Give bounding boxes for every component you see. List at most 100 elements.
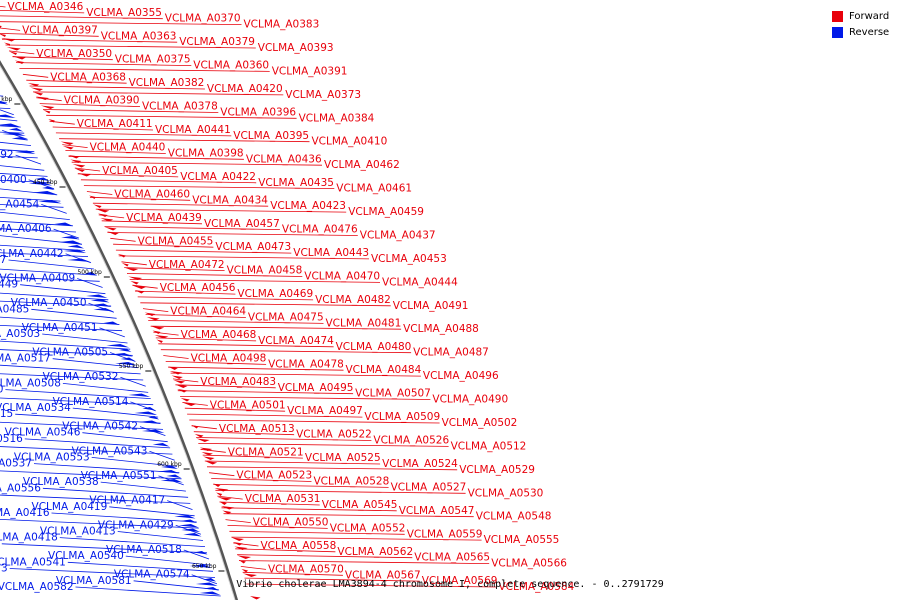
reverse-gene-label: VCLMA_A0540: [48, 550, 124, 562]
forward-gene-label: VCLMA_A0410: [312, 136, 388, 148]
leader-line: [196, 437, 372, 441]
leader-line: [59, 537, 206, 547]
leader-line: [9, 568, 216, 578]
reverse-gene-feature: [0, 101, 8, 105]
reverse-gene-feature: [174, 515, 196, 519]
reverse-gene-label: VCLMA_A0416: [0, 507, 50, 519]
forward-gene-feature: [40, 105, 55, 109]
forward-gene-feature: [122, 263, 129, 267]
leader-line: [8, 50, 35, 55]
reverse-gene-label: VCLMA_A0429: [98, 519, 174, 531]
forward-gene-feature: [75, 168, 85, 172]
forward-gene-feature: [12, 56, 26, 60]
forward-gene-feature: [146, 317, 160, 321]
leader-line: [92, 202, 269, 207]
forward-gene-feature: [30, 87, 43, 91]
reverse-gene-feature: [195, 582, 218, 586]
reverse-gene-label: VCLMA_A0581: [56, 575, 132, 587]
forward-gene-label: VCLMA_A0548: [476, 511, 552, 523]
reverse-gene-feature: [152, 443, 170, 447]
leader-line: [59, 138, 310, 143]
forward-gene-feature: [214, 488, 229, 492]
leader-line: [160, 349, 412, 354]
forward-gene-label: VCLMA_A0355: [86, 7, 162, 19]
forward-gene-label: VCLMA_A0501: [210, 399, 286, 411]
reverse-gene-feature: [67, 258, 91, 262]
forward-gene-label: VCLMA_A0476: [282, 224, 358, 236]
leader-line: [163, 355, 189, 359]
leader-lines: [0, 5, 497, 597]
forward-gene-label: VCLMA_A0398: [168, 148, 244, 160]
leader-line: [91, 457, 178, 467]
leader-line: [115, 249, 292, 254]
forward-gene-label: VCLMA_A0434: [192, 194, 268, 206]
forward-gene-label: VCLMA_A0462: [324, 159, 400, 171]
leader-line: [83, 185, 335, 189]
leader-line: [0, 316, 120, 325]
leader-line: [238, 560, 490, 564]
forward-gene-label: VCLMA_A0512: [451, 440, 527, 452]
forward-gene-feature: [0, 25, 2, 28]
forward-gene-feature: [237, 555, 252, 559]
forward-gene-label: VCLMA_A0397: [22, 24, 98, 36]
forward-gene-label: VCLMA_A0567: [345, 569, 421, 581]
forward-gene-label: VCLMA_A0491: [393, 300, 469, 312]
reverse-gene-feature: [28, 182, 53, 186]
forward-gene-label: VCLMA_A0350: [36, 48, 112, 60]
forward-gene-feature: [222, 510, 232, 514]
leader-line: [0, 196, 61, 202]
reverse-gene-label: VCLMA_A0505: [32, 347, 108, 359]
leader-line: [217, 495, 243, 500]
leader-line: [0, 165, 45, 171]
forward-gene-label: VCLMA_A0439: [126, 212, 202, 224]
leader-line: [0, 397, 154, 406]
leader-line: [132, 284, 158, 289]
leader-line: [242, 571, 343, 576]
legend-label-forward: Forward: [849, 10, 890, 22]
leader-line: [0, 9, 85, 14]
forward-gene-label: VCLMA_A0456: [160, 282, 236, 294]
leader-line: [113, 243, 214, 248]
reverse-gene-feature: [61, 236, 80, 240]
leader-line: [0, 179, 51, 183]
forward-gene-label: VCLMA_A0475: [248, 312, 324, 324]
forward-gene-label: VCLMA_A0437: [360, 230, 436, 242]
leader-line: [68, 155, 244, 160]
reverse-gene-feature: [60, 240, 82, 244]
forward-gene-feature: [43, 110, 51, 114]
leader-line: [0, 268, 97, 276]
reverse-gene-feature: [35, 177, 50, 181]
leader-line: [5, 44, 256, 49]
forward-gene-feature: [106, 231, 119, 235]
forward-gene-label: VCLMA_A0527: [391, 481, 467, 493]
leader-line: [0, 518, 199, 529]
reverse-gene-feature: [158, 470, 180, 474]
leader-line: [26, 79, 127, 84]
leader-line: [33, 463, 180, 473]
forward-gene-label: VCLMA_A0436: [246, 153, 322, 165]
leader-line: [0, 373, 144, 381]
reverse-gene-feature: [199, 591, 221, 595]
reverse-gene-label: VCLMA_A0556: [0, 482, 41, 494]
forward-gene-label: VCLMA_A0570: [268, 563, 344, 575]
forward-gene-feature: [9, 51, 17, 55]
reverse-gene-feature: [2, 132, 26, 136]
reverse-gene-label: VCLMA_A0514: [53, 396, 129, 408]
leader-line: [0, 211, 70, 220]
forward-gene-label: VCLMA_A0373: [285, 89, 361, 101]
leader-line: [0, 21, 242, 25]
forward-gene-label: VCLMA_A0524: [382, 458, 458, 470]
forward-gene-feature: [154, 335, 169, 339]
forward-gene-feature: [199, 447, 213, 451]
forward-gene-feature: [128, 276, 143, 280]
reverse-gene-feature: [134, 411, 158, 415]
leader-line: [142, 308, 169, 312]
leader-line: [82, 432, 168, 443]
reverse-gene-label: VCLMA_A0541: [0, 556, 66, 568]
forward-gene-label: VCLMA_A0558: [261, 540, 337, 552]
reverse-gene-feature: [106, 344, 130, 348]
reverse-gene-feature: [93, 308, 114, 312]
forward-gene-label: VCLMA_A0363: [101, 30, 177, 42]
forward-gene-label: VCLMA_A0468: [181, 329, 257, 341]
forward-gene-feature: [234, 546, 248, 550]
